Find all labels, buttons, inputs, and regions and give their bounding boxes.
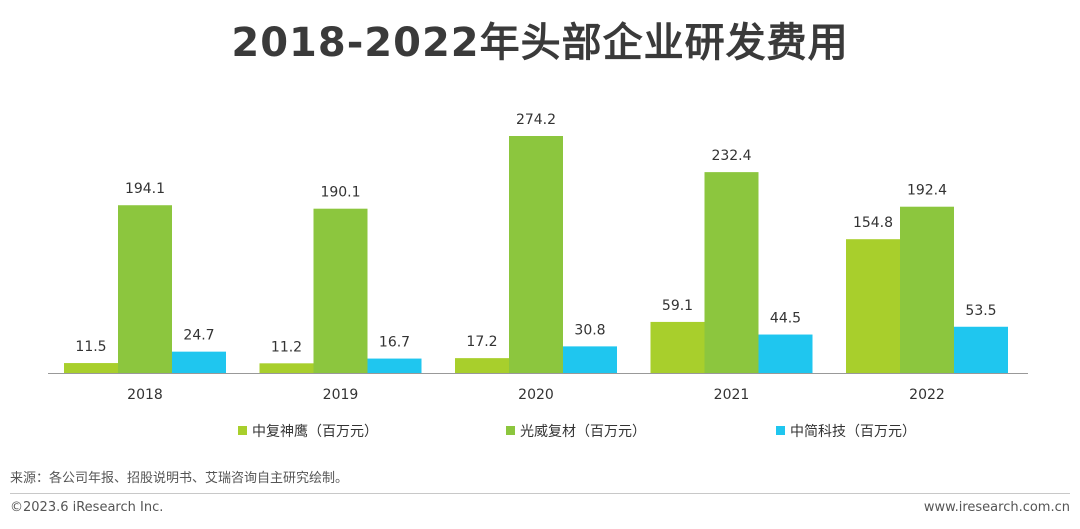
bar-2021-series-2 (758, 334, 813, 373)
website-link[interactable]: www.iresearch.com.cn (923, 500, 1070, 515)
data-label-2021-series-1: 232.4 (711, 148, 751, 164)
data-label-2022-series-0: 154.8 (853, 215, 893, 231)
bar-2019-series-1 (313, 208, 368, 373)
legend-swatch-1 (506, 426, 515, 435)
legend-swatch-0 (238, 426, 247, 435)
x-tick-label-2020: 2020 (518, 387, 554, 403)
copyright-text: ©2023.6 iResearch Inc. (10, 500, 164, 515)
footer-divider (10, 493, 1070, 494)
bar-2022-series-0 (846, 239, 900, 373)
bar-2018-series-2 (172, 351, 226, 373)
bar-2022-series-1 (900, 206, 954, 373)
x-tick-label-2021: 2021 (714, 387, 750, 403)
legend-label-0: 中复神鹰（百万元） (252, 423, 378, 440)
bar-2022-series-2 (954, 326, 1008, 373)
bar-2020-series-0 (455, 358, 509, 373)
legend-label-1: 光威复材（百万元） (520, 423, 646, 440)
data-label-2018-series-1: 194.1 (125, 181, 165, 197)
bar-2018-series-1 (118, 205, 172, 373)
bar-2019-series-0 (259, 363, 314, 373)
bar-2021-series-1 (704, 172, 759, 373)
x-tick-label-2018: 2018 (127, 387, 163, 403)
source-note: 来源：各公司年报、招股说明书、艾瑞咨询自主研究绘制。 (10, 471, 349, 486)
data-label-2019-series-1: 190.1 (320, 185, 360, 201)
data-label-2020-series-0: 17.2 (466, 334, 497, 350)
bar-2019-series-2 (367, 358, 422, 373)
data-label-2018-series-2: 24.7 (183, 328, 214, 344)
bar-2020-series-2 (563, 346, 617, 373)
bar-2021-series-0 (650, 321, 705, 373)
data-label-2022-series-1: 192.4 (907, 183, 947, 199)
chart-title: 2018-2022年头部企业研发费用 (231, 20, 849, 66)
x-tick-label-2019: 2019 (323, 387, 359, 403)
data-label-2022-series-2: 53.5 (965, 303, 996, 319)
legend-label-2: 中简科技（百万元） (790, 423, 916, 440)
data-label-2019-series-0: 11.2 (271, 339, 302, 355)
data-label-2019-series-2: 16.7 (379, 335, 410, 351)
data-label-2020-series-2: 30.8 (574, 322, 605, 338)
bar-2020-series-1 (509, 136, 563, 373)
data-label-2020-series-1: 274.2 (516, 112, 556, 128)
legend-swatch-2 (776, 426, 785, 435)
data-label-2021-series-0: 59.1 (662, 298, 693, 314)
bar-chart: 11.5 194.1 24.7 2018 11.2 190.1 16.7 2019 17.2 27… (48, 112, 1028, 440)
data-label-2021-series-2: 44.5 (770, 311, 801, 327)
bar-2018-series-0 (64, 363, 118, 373)
x-tick-label-2022: 2022 (909, 387, 945, 403)
data-label-2018-series-0: 11.5 (75, 339, 106, 355)
